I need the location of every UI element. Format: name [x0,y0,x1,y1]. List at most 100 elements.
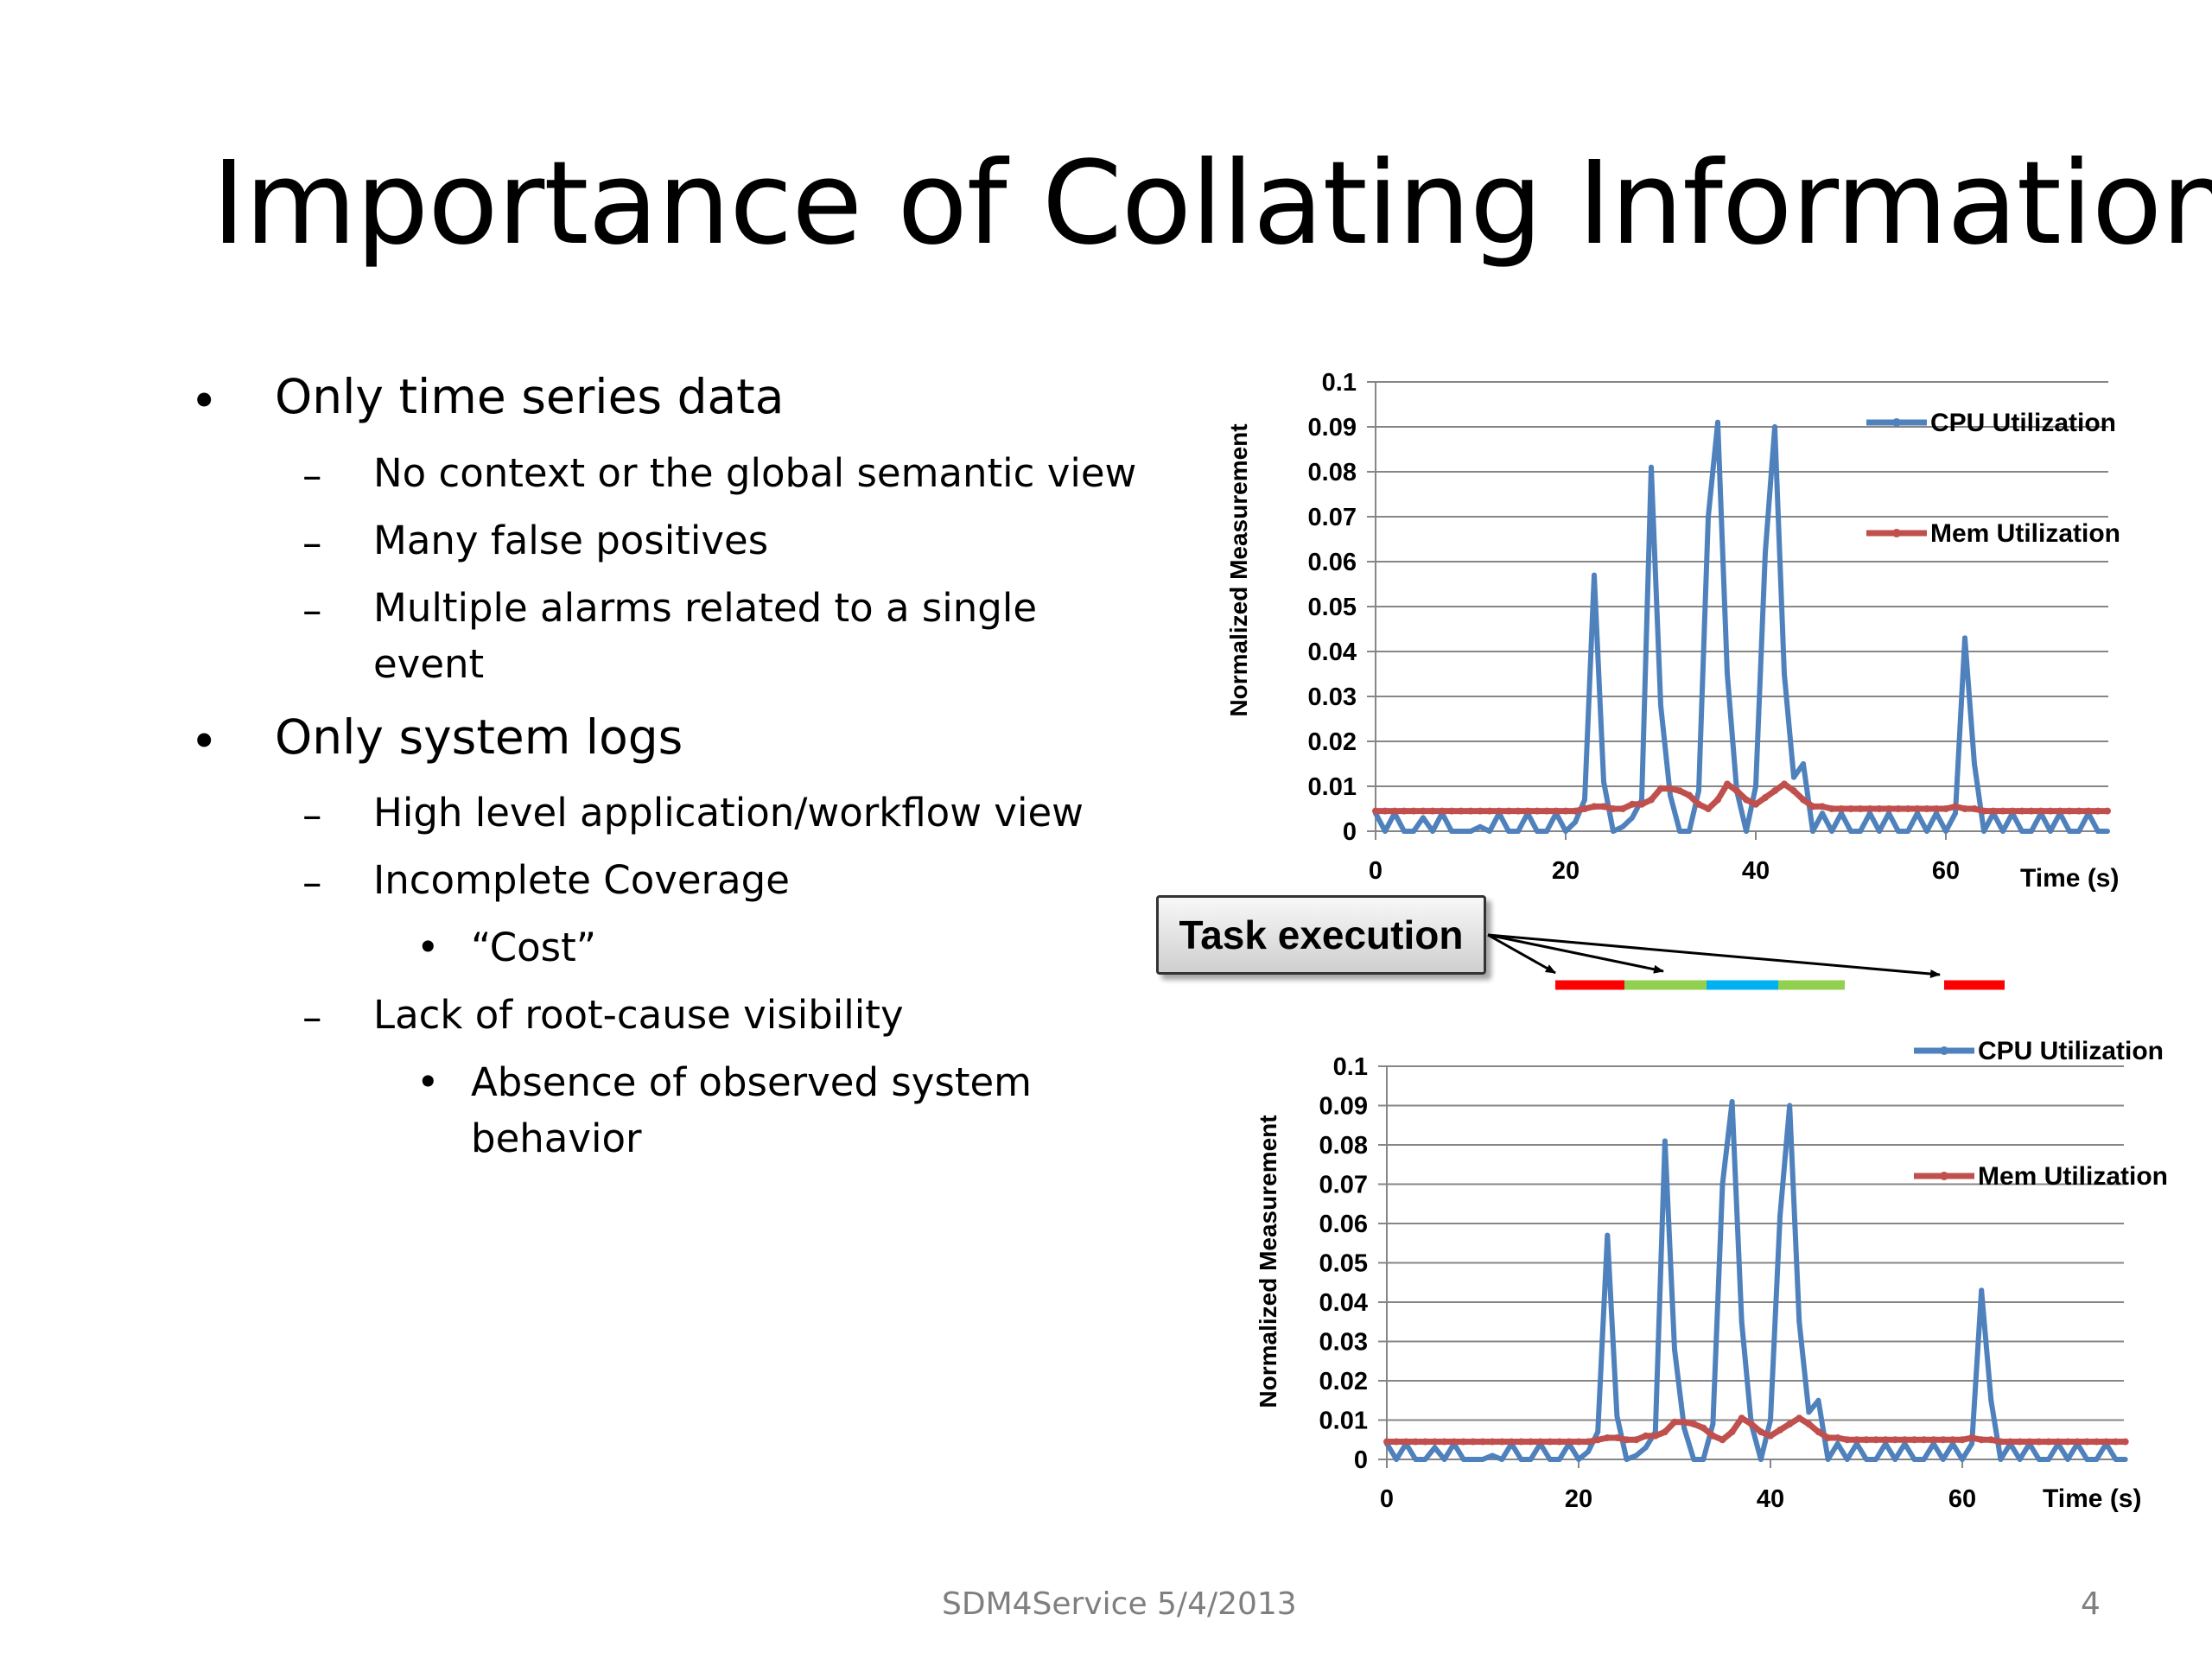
data-point [1796,1319,1802,1325]
data-point [1459,1438,1467,1446]
data-point [1458,807,1465,815]
y-tick-label: 0.04 [1319,1289,1368,1317]
data-point [1544,829,1549,834]
data-point [1873,1457,1879,1462]
data-point [2084,1457,2090,1462]
data-point [1948,1436,1956,1444]
bullet-marker: • [190,373,219,429]
data-point [1848,829,1853,834]
data-point [1681,1418,1688,1426]
sub-sub-bullet-item: Absence of observed system [471,1059,1033,1105]
data-point [1901,1436,1909,1444]
data-point [1460,1457,1466,1462]
data-point [1896,829,1901,834]
data-point [1728,1428,1736,1436]
sub-bullet-item: Many false positives [373,518,769,563]
data-point [2095,829,2101,834]
data-point [1643,1445,1649,1451]
x-axis-label: Time (s) [2043,1484,2141,1513]
data-point [1440,1438,1448,1446]
y-tick-label: 0.02 [1308,728,1357,756]
callout-arrow [1487,933,1941,979]
dash-marker: – [302,995,322,1040]
data-point [1420,807,1427,815]
data-point [1997,1438,2005,1446]
data-point [1904,805,1911,812]
data-point [1393,1438,1401,1446]
legend-marker [1940,1046,1948,1055]
data-point [1668,792,1673,798]
data-point [2121,1438,2129,1446]
legend-marker [1940,1172,1948,1180]
sub-sub-bullet-item: “Cost” [471,925,597,970]
dash-marker: – [302,860,322,906]
y-axis-label: Normalized Measurement [1255,1115,1281,1408]
data-point [2066,807,2073,815]
data-point [1806,1409,1812,1415]
data-point [1421,1438,1429,1446]
data-point [2075,807,2082,815]
data-point [2048,829,2053,834]
data-point [2047,807,2054,815]
x-tick-label: 0 [1380,1485,1394,1513]
data-point [2055,1438,2062,1446]
data-point [2105,829,2110,834]
data-point [2056,807,2063,815]
data-point [2006,1438,2014,1446]
data-point [1505,807,1512,815]
y-tick-label: 0.02 [1319,1368,1368,1395]
data-point [1690,1421,1698,1428]
data-point [1686,791,1693,799]
data-point [1828,805,1835,812]
data-point [1843,1436,1851,1444]
data-point [1648,796,1655,804]
data-point [1733,787,1740,795]
data-point [2016,1438,2024,1446]
data-point [1676,787,1683,795]
sub-bullet-item: No context or the global semantic view [373,450,1137,496]
data-point [1575,1438,1582,1446]
data-point [1382,829,1388,834]
y-tick-label: 0.09 [1319,1093,1368,1121]
data-point [1486,807,1493,815]
data-point [1508,1438,1516,1446]
data-point [2064,1438,2072,1446]
data-point [1480,1457,1485,1462]
data-point [1866,805,1873,812]
data-point [1981,829,1986,834]
y-tick-label: 0.05 [1319,1250,1368,1278]
data-point [1962,635,1967,641]
data-point [1601,779,1606,785]
data-point [1971,805,1978,812]
data-point [2017,1457,2023,1462]
sub-bullet-item: Lack of root-cause visibility [373,992,904,1038]
x-tick-label: 40 [1757,1485,1784,1513]
data-point [2019,829,2024,834]
data-point [2094,807,2101,815]
y-tick-label: 0.03 [1319,1329,1368,1357]
data-point [2028,807,2035,815]
task-execution-callout: Task execution [1156,895,1486,975]
data-point [2029,829,2034,834]
data-point [1459,829,1464,834]
data-point [1953,810,1958,817]
legend-label: Mem Utilization [1930,519,2120,548]
data-point [1638,800,1645,808]
data-point [2044,1438,2052,1446]
bullet-marker: • [416,1059,440,1105]
data-point [1738,1414,1745,1422]
data-point [1824,1433,1832,1441]
data-point [1942,805,1949,812]
data-point [1790,787,1797,795]
data-point [1516,829,1521,834]
data-point [1753,784,1758,789]
data-point [1933,805,1940,812]
data-point [1582,797,1587,803]
data-point [1633,1452,1639,1459]
data-point [1391,807,1398,815]
data-point [1781,780,1788,788]
bullet-marker: • [190,714,219,769]
data-point [1441,1457,1447,1462]
bullet-item: Only time series data [275,369,785,424]
